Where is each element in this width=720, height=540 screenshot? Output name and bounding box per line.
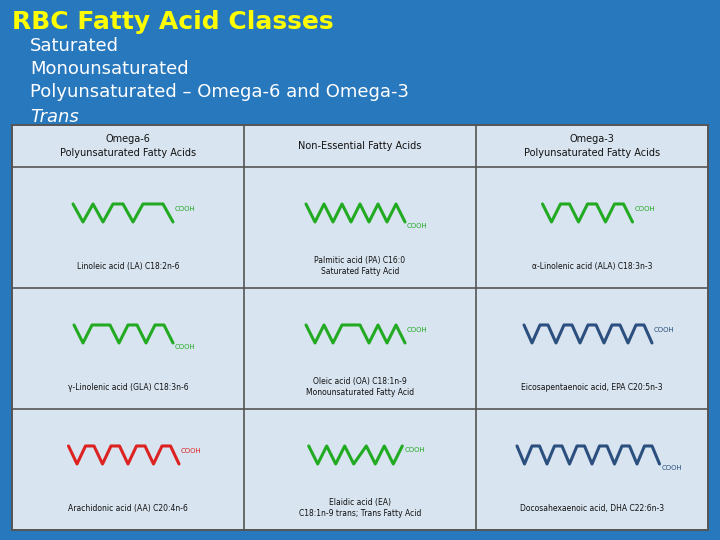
- Text: Omega-3
Polyunsaturated Fatty Acids: Omega-3 Polyunsaturated Fatty Acids: [524, 134, 660, 158]
- Text: α-Linolenic acid (ALA) C18:3n-3: α-Linolenic acid (ALA) C18:3n-3: [532, 262, 652, 271]
- Text: COOH: COOH: [175, 206, 196, 212]
- Text: γ-Linolenic acid (GLA) C18:3n-6: γ-Linolenic acid (GLA) C18:3n-6: [68, 383, 189, 391]
- Text: COOH: COOH: [175, 344, 196, 350]
- Text: COOH: COOH: [634, 206, 655, 212]
- Text: Linoleic acid (LA) C18:2n-6: Linoleic acid (LA) C18:2n-6: [77, 262, 179, 271]
- Text: Omega-6
Polyunsaturated Fatty Acids: Omega-6 Polyunsaturated Fatty Acids: [60, 134, 196, 158]
- Text: COOH: COOH: [405, 447, 425, 453]
- Text: Polyunsaturated – Omega-6 and Omega-3: Polyunsaturated – Omega-6 and Omega-3: [30, 83, 409, 101]
- Text: COOH: COOH: [407, 223, 428, 229]
- Text: Monounsaturated: Monounsaturated: [30, 60, 189, 78]
- Text: Non-Essential Fatty Acids: Non-Essential Fatty Acids: [298, 141, 422, 151]
- Text: Trans: Trans: [30, 108, 78, 126]
- Text: COOH: COOH: [662, 465, 683, 471]
- Text: COOH: COOH: [654, 327, 675, 333]
- Text: COOH: COOH: [181, 448, 202, 454]
- Text: Elaidic acid (EA)
C18:1n-9 trans; Trans Fatty Acid: Elaidic acid (EA) C18:1n-9 trans; Trans …: [299, 498, 421, 518]
- Bar: [12, 125, 708, 530]
- Text: Palmitic acid (PA) C16:0
Saturated Fatty Acid: Palmitic acid (PA) C16:0 Saturated Fatty…: [315, 256, 405, 276]
- Text: RBC Fatty Acid Classes: RBC Fatty Acid Classes: [12, 10, 333, 34]
- Text: COOH: COOH: [407, 327, 428, 333]
- Text: Arachidonic acid (AA) C20:4n-6: Arachidonic acid (AA) C20:4n-6: [68, 504, 188, 512]
- Text: Saturated: Saturated: [30, 37, 119, 55]
- Text: Oleic acid (OA) C18:1n-9
Monounsaturated Fatty Acid: Oleic acid (OA) C18:1n-9 Monounsaturated…: [306, 377, 414, 397]
- Text: Docosahexaenoic acid, DHA C22:6n-3: Docosahexaenoic acid, DHA C22:6n-3: [520, 504, 664, 512]
- Text: Eicosapentaenoic acid, EPA C20:5n-3: Eicosapentaenoic acid, EPA C20:5n-3: [521, 383, 663, 391]
